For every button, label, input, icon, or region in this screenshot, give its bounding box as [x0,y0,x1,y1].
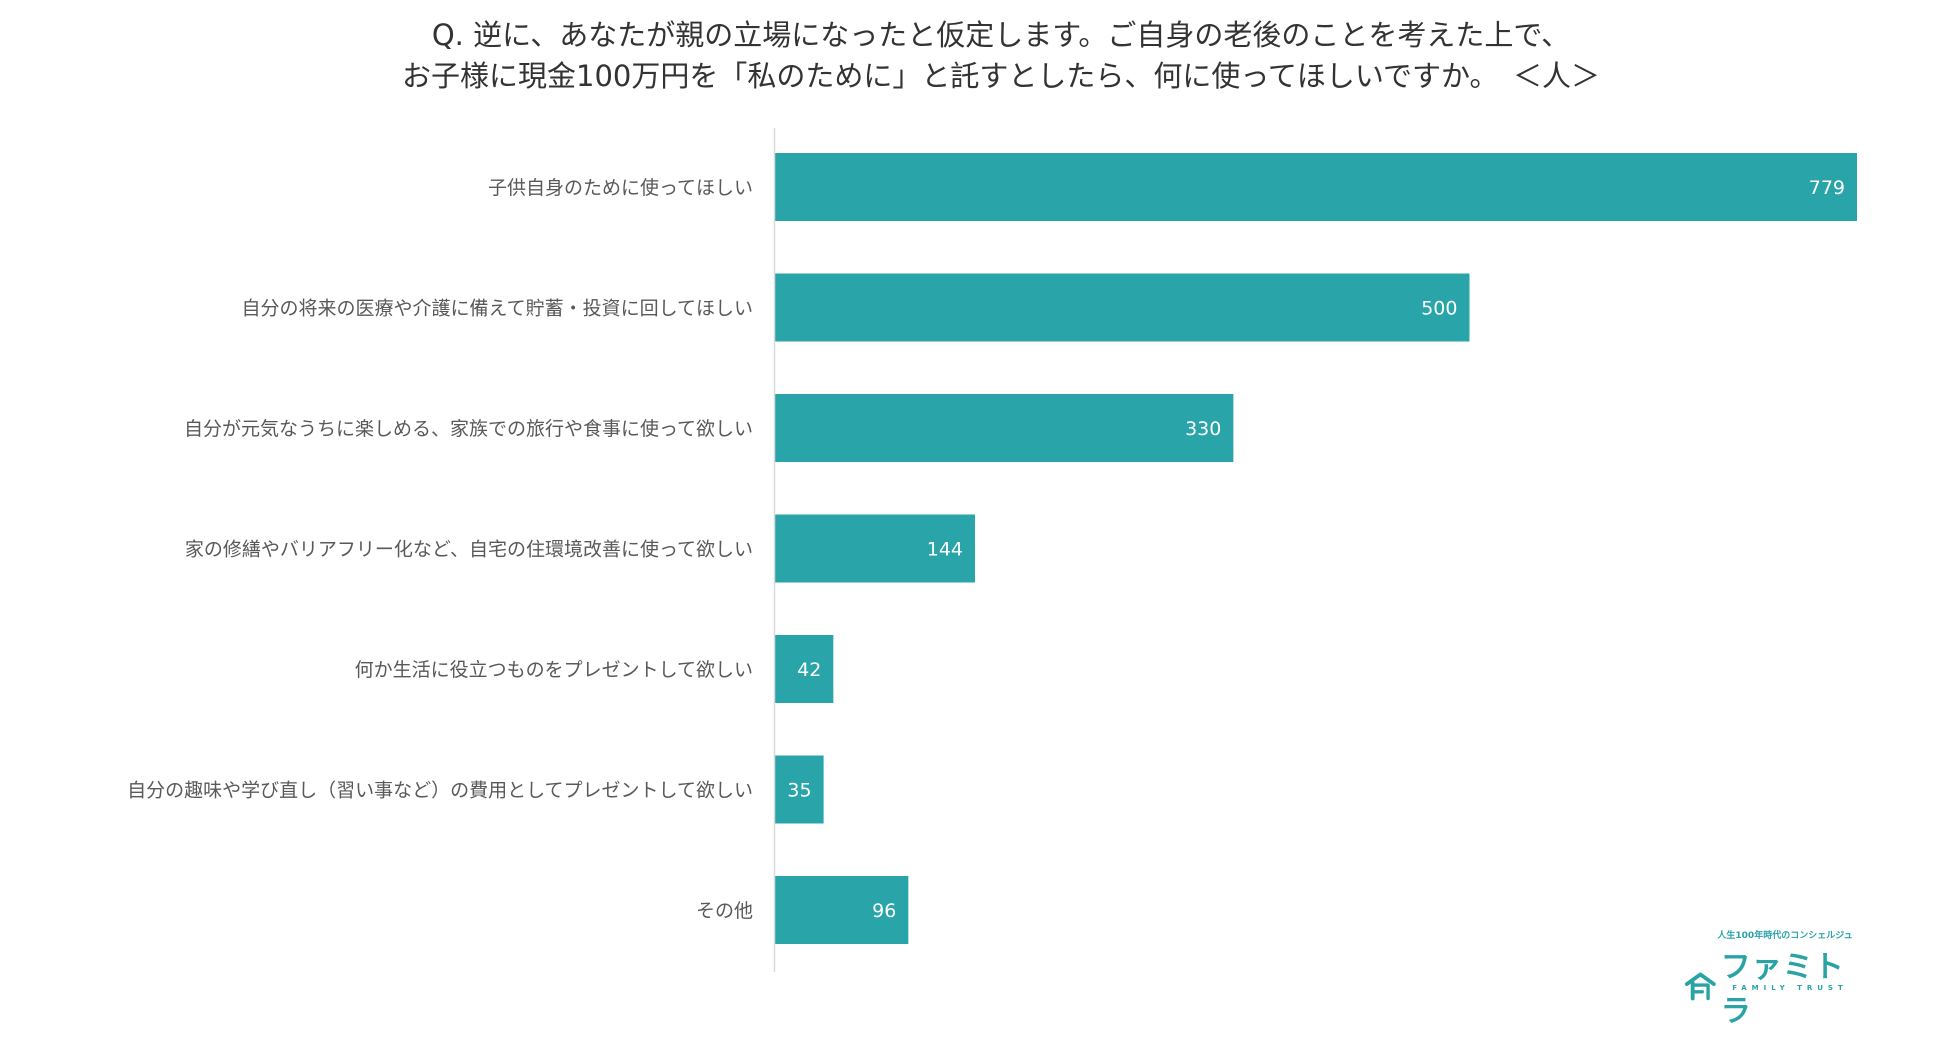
house-f-icon [1684,972,1716,1001]
chart-title-line-1: Q. 逆に、あなたが親の立場になったと仮定します。ご自身の老後のことを考えた上で… [432,18,1570,52]
category-label-6: 自分の趣味や学び直し（習い事など）の費用としてプレゼントして欲しい [127,780,753,802]
category-label-7: その他 [696,900,753,922]
bar-2 [775,273,1470,342]
brand-logo: 人生100年時代のコンシェルジュ ファミトラ FAMILY TRUST [1680,928,1870,1029]
data-label-3: 330 [1185,418,1221,440]
bar-6 [775,755,824,824]
data-label-2: 500 [1421,298,1457,320]
logo-tagline: 人生100年時代のコンシェルジュ [1717,931,1853,941]
category-labels: 子供自身のために使ってほしい自分の将来の医療や介護に備えて貯蓄・投資に回してほし… [127,177,753,922]
bar-3 [775,394,1234,462]
category-label-5: 何か生活に役立つものをプレゼントして欲しい [355,659,753,681]
data-label-6: 35 [787,780,811,802]
chart-title: Q. 逆に、あなたが親の立場になったと仮定します。ご自身の老後のことを考えた上で… [402,18,1600,93]
bar-7 [775,876,909,944]
bar-4 [775,514,976,583]
bars [775,153,1857,944]
category-label-4: 家の修繕やバリアフリー化など、自宅の住環境改善に使って欲しい [185,539,753,561]
data-label-4: 144 [927,539,963,561]
data-labels: 779 500 330 144 42 35 96 [787,177,1845,922]
data-label-7: 96 [872,900,896,922]
data-label-5: 42 [797,659,821,681]
data-label-1: 779 [1809,177,1845,199]
category-label-3: 自分が元気なうちに楽しめる、家族での旅行や食事に使って欲しい [184,418,753,440]
category-label-2: 自分の将来の医療や介護に備えて貯蓄・投資に回してほしい [242,298,753,320]
logo-subtitle: FAMILY TRUST [1732,984,1848,992]
bar-1 [775,153,1857,221]
logo-main: ファミトラ [1684,942,1870,1030]
chart-title-line-2: お子様に現金100万円を「私のために」と託すとしたら、何に使ってほしいですか。 … [402,59,1600,93]
category-label-1: 子供自身のために使ってほしい [488,177,753,199]
bar-5 [775,635,834,703]
logo-name: ファミトラ [1720,950,1845,1029]
